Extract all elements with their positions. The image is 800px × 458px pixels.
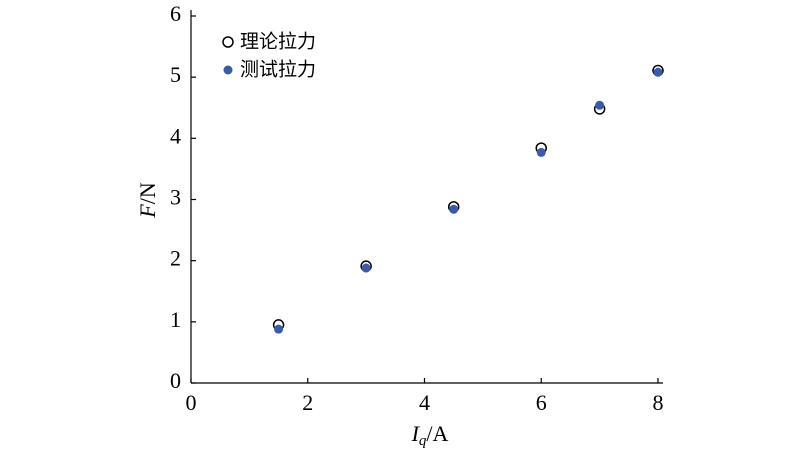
point (536, 147, 546, 157)
y-tick-label: 0 (170, 368, 181, 393)
y-tick-label: 3 (170, 185, 181, 210)
x-tick-label: 0 (186, 390, 197, 415)
y-axis-label: F/N (135, 182, 160, 219)
point (595, 100, 605, 110)
x-subscript: q (419, 433, 427, 449)
point (274, 324, 284, 334)
x-unit: /A (426, 421, 448, 446)
y-tick-label: 6 (170, 1, 181, 26)
y-tick-label: 5 (170, 62, 181, 87)
legend-label: 理论拉力 (240, 31, 316, 53)
x-tick-label: 2 (302, 390, 313, 415)
y-tick-label: 1 (170, 307, 181, 332)
point (449, 204, 459, 214)
x-tick-label: 8 (653, 390, 664, 415)
point (361, 263, 371, 273)
x-symbol: I (411, 421, 421, 446)
y-unit: /N (135, 182, 160, 204)
point (653, 67, 663, 77)
legend-marker (223, 65, 233, 75)
x-tick-label: 4 (419, 390, 430, 415)
legend-label: 测试拉力 (240, 59, 316, 81)
y-tick-label: 4 (170, 123, 181, 148)
y-tick-label: 2 (170, 246, 181, 271)
x-axis-label: Iq/A (411, 421, 449, 449)
y-symbol: F (135, 204, 160, 219)
x-tick-label: 6 (536, 390, 547, 415)
legend-marker (222, 36, 234, 48)
